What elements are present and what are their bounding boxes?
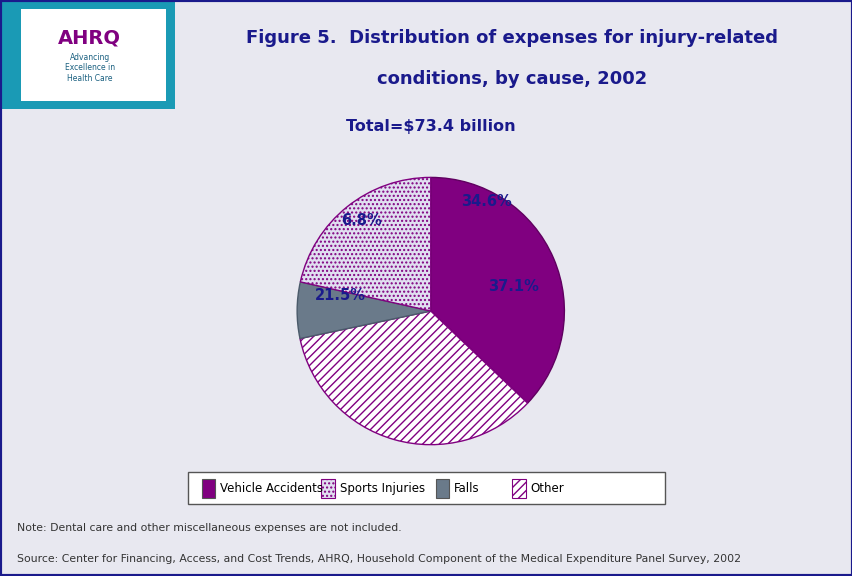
FancyBboxPatch shape xyxy=(435,479,449,498)
Text: Total=$73.4 billion: Total=$73.4 billion xyxy=(346,119,515,134)
Wedge shape xyxy=(296,282,430,339)
Text: Other: Other xyxy=(530,482,564,495)
Text: Note: Dental care and other miscellaneous expenses are not included.: Note: Dental care and other miscellaneou… xyxy=(17,524,401,533)
Text: conditions, by cause, 2002: conditions, by cause, 2002 xyxy=(377,70,646,88)
Wedge shape xyxy=(300,311,527,445)
FancyBboxPatch shape xyxy=(512,479,525,498)
Wedge shape xyxy=(430,177,564,403)
Text: AHRQ: AHRQ xyxy=(58,29,121,48)
Text: 6.8%: 6.8% xyxy=(341,213,381,228)
Text: Source: Center for Financing, Access, and Cost Trends, AHRQ, Household Component: Source: Center for Financing, Access, an… xyxy=(17,555,740,564)
Bar xyxy=(21,9,166,101)
Text: Figure 5.  Distribution of expenses for injury-related: Figure 5. Distribution of expenses for i… xyxy=(245,29,777,47)
FancyBboxPatch shape xyxy=(321,479,334,498)
FancyBboxPatch shape xyxy=(202,479,215,498)
Text: Advancing
Excellence in
Health Care: Advancing Excellence in Health Care xyxy=(65,53,114,83)
Text: 34.6%: 34.6% xyxy=(461,194,512,209)
Text: 37.1%: 37.1% xyxy=(487,279,538,294)
Bar xyxy=(0,0,175,109)
Text: Vehicle Accidents: Vehicle Accidents xyxy=(220,482,323,495)
Text: 21.5%: 21.5% xyxy=(314,287,365,302)
Wedge shape xyxy=(300,177,430,311)
Text: Falls: Falls xyxy=(453,482,480,495)
Text: Sports Injuries: Sports Injuries xyxy=(339,482,424,495)
FancyBboxPatch shape xyxy=(187,472,665,504)
